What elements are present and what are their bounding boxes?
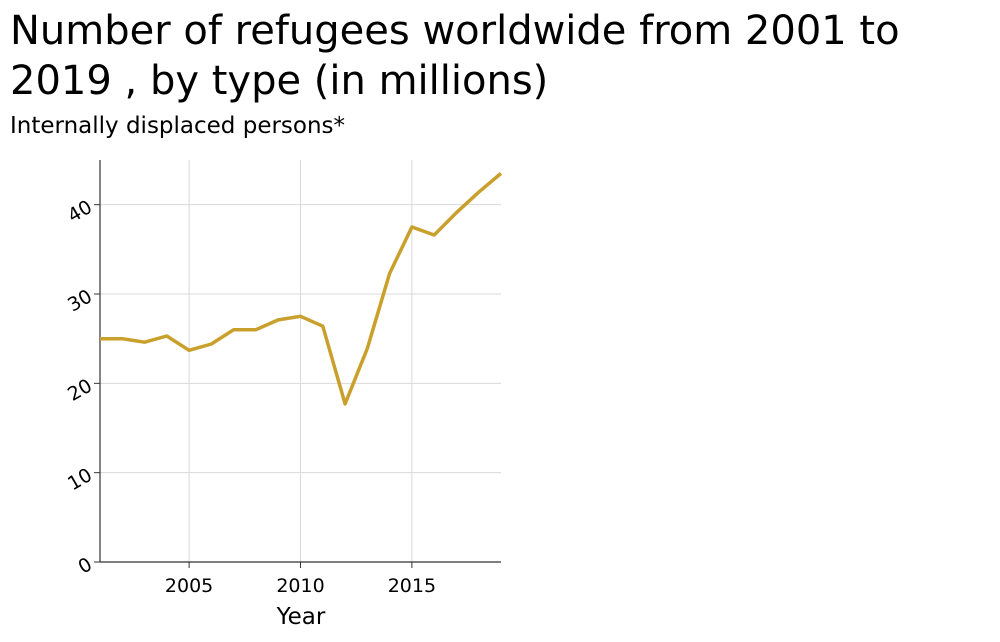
y-tick-label: 40 [64,196,96,227]
y-tick-label: 0 [75,553,96,578]
y-tick-label: 30 [64,285,96,316]
chart-title: Number of refugees worldwide from 2001 t… [10,8,900,104]
y-tick-label: 20 [64,375,96,406]
axes [99,160,501,563]
x-tick-label: 2015 [388,575,436,597]
gridlines [94,160,501,568]
series-line [100,172,503,406]
x-tick-label: 2010 [276,575,324,597]
x-tick-labels: 2005 2010 2015 [165,575,436,597]
y-tick-labels: 0 10 20 30 40 [64,196,96,578]
chart-subtitle: Internally displaced persons* [10,113,346,139]
series [100,172,503,406]
y-tick-label: 10 [64,464,96,495]
x-axis-label: Year [276,604,326,630]
x-tick-label: 2005 [165,575,213,597]
